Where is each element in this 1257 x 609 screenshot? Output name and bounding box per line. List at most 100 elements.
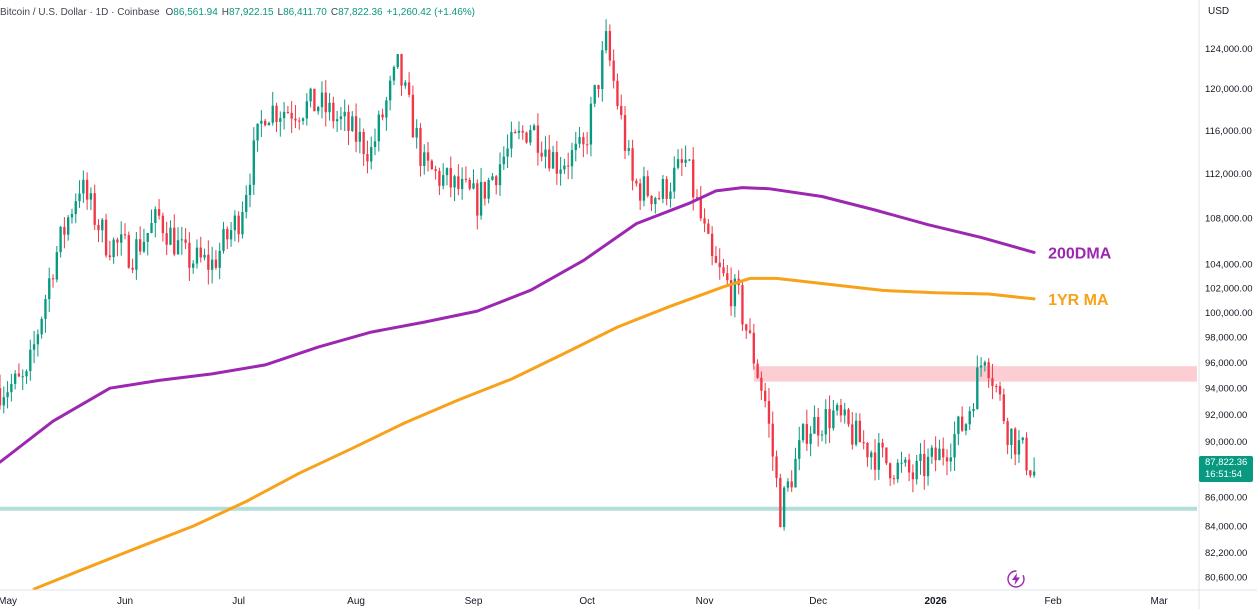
candle: [570, 142, 574, 180]
candle: [760, 371, 763, 401]
candle: [817, 407, 820, 447]
candle-body: [400, 54, 403, 86]
candle-body: [930, 447, 934, 457]
candle-body: [684, 159, 687, 163]
candle: [745, 323, 748, 339]
low-label: L: [277, 6, 284, 18]
candle: [578, 126, 581, 148]
candle: [582, 132, 585, 158]
candle-body: [532, 125, 536, 131]
candle-body: [1029, 470, 1032, 476]
candle-body: [597, 85, 600, 90]
candle-body: [866, 442, 869, 458]
candle-body: [987, 362, 990, 379]
candle: [392, 65, 396, 86]
candle-body: [915, 460, 918, 480]
candle-body: [809, 433, 812, 444]
candle: [801, 422, 805, 443]
candle: [332, 96, 335, 129]
candle-body: [991, 378, 994, 387]
candle: [991, 363, 994, 400]
candle-body: [1006, 421, 1009, 445]
candle: [218, 242, 221, 280]
candle-body: [324, 92, 327, 113]
candle: [358, 117, 362, 154]
candle-body: [760, 377, 763, 391]
candle: [233, 210, 237, 242]
candle-body: [218, 250, 221, 268]
candle-body: [472, 183, 475, 189]
bar-countdown: 16:51:54: [1205, 469, 1242, 480]
candle-body: [1014, 428, 1017, 455]
candle: [532, 123, 536, 131]
candle-body: [828, 409, 831, 429]
candle-body: [786, 481, 790, 488]
candle: [544, 136, 547, 169]
candle-body: [589, 103, 593, 145]
candle-body: [707, 223, 710, 234]
candle: [385, 96, 388, 131]
candle: [775, 450, 778, 488]
candle: [892, 475, 896, 485]
candle: [32, 330, 36, 364]
candle-body: [74, 201, 77, 215]
lines-layer: [0, 186, 1036, 591]
candle-body: [1021, 437, 1024, 441]
candle: [650, 195, 653, 212]
lightning-icon[interactable]: [1006, 569, 1026, 589]
candle: [631, 139, 634, 191]
candle-body: [548, 149, 551, 169]
candle-body: [483, 181, 487, 199]
candle: [779, 473, 782, 528]
candle: [809, 426, 812, 457]
candle: [767, 387, 771, 438]
candle-body: [430, 160, 434, 170]
candle-body: [983, 362, 987, 366]
candle: [226, 226, 229, 250]
candle: [555, 141, 559, 185]
candle-body: [964, 424, 968, 431]
currency-selector[interactable]: USD: [1208, 5, 1230, 17]
candle-body: [226, 228, 229, 240]
candle-body: [745, 324, 748, 331]
candle-body: [335, 119, 339, 122]
last-price: 87,822.36: [1205, 457, 1248, 468]
candle-body: [563, 165, 566, 170]
candle-body: [135, 239, 138, 270]
candle-body: [457, 176, 460, 190]
resistance-zone: [753, 366, 1197, 382]
candle: [434, 165, 437, 180]
candle-body: [214, 259, 218, 268]
candle: [1002, 388, 1005, 425]
candle-body: [404, 82, 407, 86]
candle-body: [40, 318, 43, 335]
ma1yr-line: [32, 276, 1036, 591]
candle: [502, 146, 505, 170]
candle: [40, 316, 43, 339]
candle: [964, 423, 968, 436]
candle: [673, 156, 676, 199]
candle-body: [298, 120, 301, 122]
candle-body: [245, 194, 248, 213]
candle: [426, 142, 430, 172]
candle: [741, 281, 744, 332]
candle-body: [817, 416, 820, 436]
candle-body: [911, 472, 915, 480]
candle-body: [858, 420, 862, 443]
candle: [229, 221, 233, 247]
candle: [1025, 432, 1028, 476]
candle: [604, 19, 608, 54]
candle: [120, 221, 123, 256]
candle: [813, 405, 816, 434]
candle: [214, 250, 218, 270]
candle-body: [48, 278, 51, 300]
candle-body: [953, 434, 956, 458]
candle-body: [839, 405, 843, 416]
candle: [305, 93, 309, 126]
candle: [222, 221, 225, 254]
candle-body: [767, 401, 771, 424]
candle: [381, 108, 384, 121]
candle: [877, 433, 880, 480]
candle-body: [63, 226, 66, 235]
